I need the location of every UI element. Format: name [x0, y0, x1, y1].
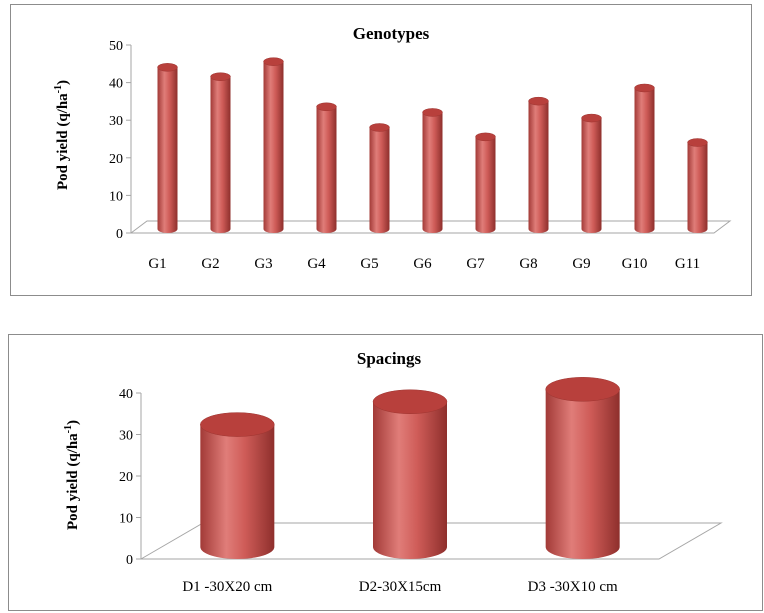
y-tick-label: 50 — [109, 39, 123, 54]
x-category-label: D2-30X15cm — [359, 579, 442, 595]
bar-top — [475, 132, 496, 142]
y-axis-label-superscript: -1 — [53, 85, 64, 93]
bar-body — [422, 112, 443, 233]
y-axis-label-text: Pod yield (q/ha — [65, 433, 81, 530]
bar-G7 — [475, 132, 496, 233]
bar-body — [528, 101, 549, 233]
bar-G5 — [369, 123, 390, 233]
y-axis-label-text: Pod yield (q/ha — [55, 93, 71, 190]
bar-top — [528, 96, 549, 106]
bar-body — [369, 127, 390, 233]
bar-top — [545, 377, 620, 402]
bar-G10 — [634, 83, 655, 233]
bar-top — [422, 108, 443, 117]
x-category-label: G6 — [413, 256, 432, 272]
bar-top — [157, 63, 178, 72]
bar-body — [545, 389, 620, 559]
bar-G9 — [581, 113, 602, 233]
y-tick-label: 0 — [116, 227, 123, 242]
bar-body — [263, 61, 284, 234]
x-category-label: G8 — [519, 256, 537, 272]
bar-top — [263, 57, 284, 66]
bar-body — [210, 76, 231, 233]
y-tick-label: 30 — [109, 114, 123, 129]
chart-title: Genotypes — [353, 24, 430, 43]
x-axis-categories: G1 G2 G3 G4 G5 G6 G7 G8 G9 G10 G11 — [148, 256, 700, 272]
bar-G11 — [687, 138, 708, 233]
bar-body — [200, 424, 275, 559]
bar-D1 -30X20 cm — [200, 412, 275, 559]
bar-top — [581, 113, 602, 123]
x-category-label: G3 — [254, 256, 272, 272]
bar-top — [316, 102, 337, 112]
x-category-label: G7 — [466, 256, 485, 272]
bar-body — [634, 88, 655, 233]
y-tick-label: 40 — [119, 387, 133, 402]
y-axis-label: Pod yield (q/ha-1) — [53, 80, 71, 190]
y-tick-label: 10 — [109, 189, 123, 204]
x-category-label: G4 — [307, 256, 326, 272]
chart-spacings-panel: Spacings Pod yield (q/ha-1) 0 10 20 30 40 D1… — [8, 334, 763, 611]
bar-body — [475, 136, 496, 233]
bar-G4 — [316, 102, 337, 233]
x-category-label: G11 — [675, 256, 700, 272]
x-category-label: G5 — [360, 256, 378, 272]
bar-D3 -30X10 cm — [545, 377, 620, 559]
bars — [157, 57, 708, 234]
x-category-label: G10 — [622, 256, 648, 272]
bar-body — [316, 106, 337, 233]
bar-body — [687, 142, 708, 233]
x-category-label: G2 — [201, 256, 219, 272]
bar-body — [581, 118, 602, 233]
bar-G1 — [157, 63, 178, 233]
bars — [200, 377, 620, 559]
y-tick-label: 0 — [126, 553, 133, 568]
bar-G8 — [528, 96, 549, 233]
svg-text:Pod yield (q/ha-1): Pod yield (q/ha-1) — [63, 420, 81, 530]
bar-body — [157, 67, 178, 233]
chart-genotypes-panel: Genotypes Pod yield (q/ha-1) 0 10 20 30 40 50… — [10, 4, 752, 296]
x-category-label: D1 -30X20 cm — [182, 579, 272, 595]
y-tick-label: 20 — [109, 152, 123, 167]
x-category-label: D3 -30X10 cm — [528, 579, 618, 595]
bar-D2-30X15cm — [372, 389, 448, 559]
bar-top — [372, 389, 448, 414]
bar-top — [200, 412, 275, 437]
bar-top — [210, 72, 231, 81]
y-tick-label: 30 — [119, 429, 133, 444]
bar-top — [634, 83, 655, 93]
bar-top — [687, 138, 708, 147]
svg-text:Pod yield (q/ha-1): Pod yield (q/ha-1) — [53, 80, 71, 190]
bar-G3 — [263, 57, 284, 234]
y-tick-label: 20 — [119, 470, 133, 485]
x-category-label: G9 — [572, 256, 590, 272]
x-axis-categories: D1 -30X20 cm D2-30X15cm D3 -30X10 cm — [182, 579, 618, 595]
y-axis: 0 10 20 30 40 — [119, 387, 142, 568]
y-axis-label-close: ) — [55, 80, 71, 85]
bar-G2 — [210, 72, 231, 233]
y-axis-label: Pod yield (q/ha-1) — [63, 420, 81, 530]
y-tick-label: 10 — [119, 512, 133, 527]
bar-top — [369, 123, 390, 132]
y-axis-label-close: ) — [65, 420, 81, 425]
bar-body — [373, 401, 447, 559]
bar-G6 — [422, 108, 443, 233]
y-axis: 0 10 20 30 40 50 — [109, 39, 132, 242]
chart-spacings: Spacings Pod yield (q/ha-1) 0 10 20 30 40 D1… — [63, 349, 723, 595]
y-tick-label: 40 — [109, 77, 123, 92]
chart-genotypes: Genotypes Pod yield (q/ha-1) 0 10 20 30 40 50… — [53, 24, 732, 272]
x-category-label: G1 — [148, 256, 166, 272]
y-axis-label-superscript: -1 — [63, 425, 74, 433]
chart-title: Spacings — [357, 349, 422, 368]
